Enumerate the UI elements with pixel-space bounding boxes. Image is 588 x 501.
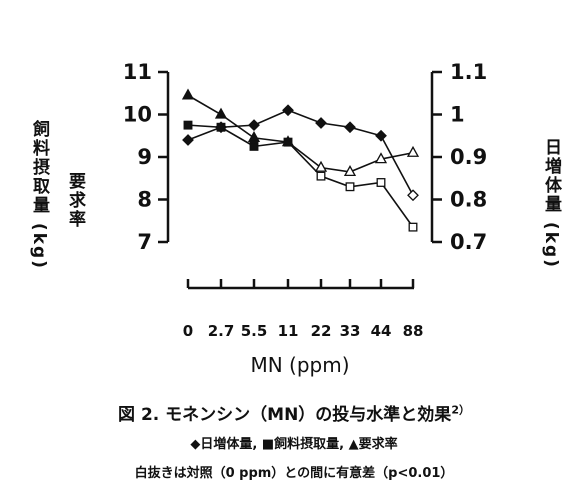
x-tick-label: 88 xyxy=(403,322,424,340)
diamond-marker xyxy=(282,104,294,117)
right-y-tick-label: 0.9 xyxy=(450,145,487,169)
left-y-tick-label: 8 xyxy=(137,188,152,212)
square-marker xyxy=(249,141,259,151)
x-tick-label: 22 xyxy=(311,322,332,340)
square-marker xyxy=(345,182,355,192)
right-y-tick-label: 1.1 xyxy=(450,60,487,84)
x-tick-label: 44 xyxy=(371,322,392,340)
square-marker xyxy=(316,171,326,181)
x-tick-label: 11 xyxy=(278,322,299,340)
square-marker xyxy=(376,178,386,187)
triangle-marker xyxy=(343,165,357,177)
triangle-marker xyxy=(374,152,388,164)
right-y-tick-label: 0.7 xyxy=(450,230,487,254)
x-axis-label: MN (ppm) xyxy=(250,353,349,377)
diamond-marker xyxy=(182,134,194,146)
triangle-marker xyxy=(181,88,195,100)
square-marker xyxy=(408,222,418,232)
right-y-tick-label: 1 xyxy=(450,103,465,127)
left-y-axis-label: 飼料摂取量 (kg) xyxy=(29,120,49,270)
diamond-marker xyxy=(315,117,327,129)
triangle-marker xyxy=(247,131,261,143)
triangle-marker xyxy=(406,145,420,157)
right-y-tick-label: 0.8 xyxy=(450,188,487,212)
triangle-marker xyxy=(214,107,228,119)
right-y-axis-label: 日増体量 (kg) xyxy=(541,138,561,269)
left-y-tick-label: 7 xyxy=(137,230,152,254)
diamond-marker xyxy=(344,121,356,134)
figure-title-text: 図 2. モネンシン（MN）の投与水準と効果 xyxy=(118,405,452,425)
diamond-marker xyxy=(248,119,260,132)
figure-title: 図 2. モネンシン（MN）の投与水準と効果2） xyxy=(0,400,588,425)
x-tick-label: 0 xyxy=(183,322,193,340)
square-marker xyxy=(216,122,226,132)
diamond-marker xyxy=(407,189,419,202)
legend-text: ◆日増体量, ■飼料摂取量, ▲要求率 xyxy=(190,437,398,452)
left-y-tick-label: 11 xyxy=(123,60,152,84)
line-chart: 7 8 9 10 11 0.7 0.8 0.9 1 1.1 0 2.7 5.5 11 22 33 44 88 MN … xyxy=(123,60,487,377)
triangle-marker xyxy=(281,135,295,147)
significance-note: 白抜きは対照（0 ppm）との間に有意差（p<0.01） xyxy=(134,466,454,481)
x-tick-label: 33 xyxy=(340,322,361,340)
x-tick-label: 2.7 xyxy=(208,322,235,340)
square-marker xyxy=(183,120,193,130)
left-y-axis-label-secondary: 要求率 xyxy=(65,172,85,229)
series-line-square xyxy=(187,124,414,228)
left-y-tick-label: 10 xyxy=(123,103,152,127)
triangle-marker xyxy=(314,160,328,172)
figure-title-reference: 2） xyxy=(451,403,470,417)
diamond-marker xyxy=(375,129,387,142)
x-tick-label: 5.5 xyxy=(241,322,268,340)
left-y-tick-label: 9 xyxy=(137,145,152,169)
